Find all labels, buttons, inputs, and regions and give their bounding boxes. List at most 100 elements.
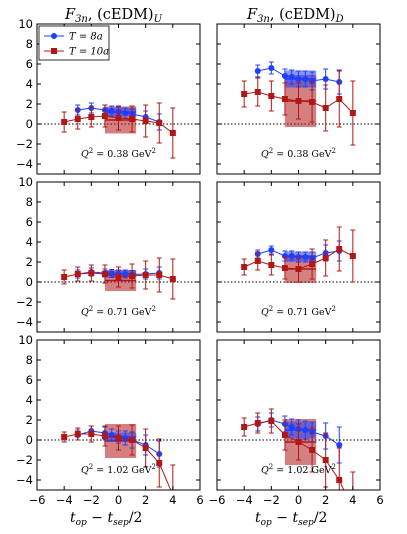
y-tick-label: 4 <box>26 235 33 249</box>
y-tick-label: 6 <box>26 215 33 229</box>
point-t10 <box>129 273 136 279</box>
point-t10 <box>88 114 95 120</box>
point-t8 <box>288 424 295 430</box>
point-t10 <box>142 445 149 451</box>
y-tick-label: 6 <box>26 373 33 387</box>
q2-annotation: Q2 = 0.38 GeV2 <box>81 147 156 160</box>
panel-2-0: −4 −2 0 2 4 6 8 10 −6 −4 −2 0 2 4 6 Q2 = 1.02 GeV2 <box>16 333 204 507</box>
y-tick-label: 8 <box>26 37 33 51</box>
point-t10 <box>169 130 176 136</box>
panel-2-1: −6 −4 −2 0 2 4 6 Q2 = 1.02 GeV2 <box>209 339 384 507</box>
legend-marker-t10 <box>51 48 57 54</box>
point-t10 <box>88 431 95 437</box>
point-t10 <box>129 116 136 122</box>
point-t10 <box>74 431 81 437</box>
point-t8 <box>302 76 309 82</box>
point-t8 <box>336 442 343 448</box>
x-tick-label: 2 <box>142 493 149 507</box>
y-tick-label: 8 <box>26 353 33 367</box>
point-t10 <box>336 246 343 252</box>
point-t10 <box>101 113 108 119</box>
point-t10 <box>268 262 275 268</box>
point-t10 <box>142 272 149 278</box>
y-tick-label: 0 <box>26 275 33 289</box>
x-tick-label: −2 <box>263 493 280 507</box>
legend-box <box>38 25 110 61</box>
point-t10 <box>309 447 316 453</box>
legend-marker-t8 <box>51 33 57 39</box>
point-t10 <box>309 99 316 105</box>
y-tick-label: 4 <box>26 77 33 91</box>
y-tick-label: 2 <box>26 413 33 427</box>
x-tick-label: −2 <box>83 493 100 507</box>
point-t10 <box>101 271 108 277</box>
x-tick-label: 0 <box>295 493 302 507</box>
point-t10 <box>295 266 302 272</box>
x-tick-label: 6 <box>376 493 383 507</box>
point-t8 <box>322 76 329 82</box>
point-t10 <box>322 255 329 261</box>
point-t8 <box>122 271 129 277</box>
legend: T = 8a T = 10a <box>38 25 110 61</box>
point-t10 <box>169 276 176 282</box>
point-t8 <box>268 247 275 253</box>
y-tick-label: 6 <box>26 57 33 71</box>
point-t8 <box>122 110 129 116</box>
point-t10 <box>156 272 163 278</box>
y-tick-label: 0 <box>26 433 33 447</box>
point-t10 <box>241 424 248 430</box>
point-t10 <box>322 457 329 463</box>
point-t10 <box>349 253 356 259</box>
x-tick-label: 6 <box>196 493 203 507</box>
y-tick-label: 2 <box>26 255 33 269</box>
x-axis-label-right: top − tsep/2 <box>255 510 327 528</box>
point-t10 <box>115 115 122 121</box>
q2-annotation: Q2 = 1.02 GeV2 <box>261 463 336 476</box>
point-t10 <box>281 96 288 102</box>
point-t10 <box>88 270 95 276</box>
y-tick-label: 10 <box>18 175 33 189</box>
point-t10 <box>142 118 149 124</box>
x-axis-label-left: top − tsep/2 <box>70 510 142 528</box>
x-tick-label: 0 <box>115 493 122 507</box>
point-t10 <box>281 432 288 438</box>
column-title-d: F3n, (cEDM)D <box>246 7 344 25</box>
legend-label-t8: T = 8a <box>69 32 103 43</box>
x-tick-label: 2 <box>322 493 329 507</box>
point-t8 <box>295 76 302 82</box>
panel-0-1: Q2 = 0.38 GeV2 <box>216 23 381 175</box>
panel-1-1: Q2 = 0.71 GeV2 <box>216 181 381 333</box>
point-t8 <box>302 254 309 260</box>
column-title-u: F3n, (cEDM)U <box>64 7 163 25</box>
q2-annotation: Q2 = 0.71 GeV2 <box>81 305 156 318</box>
point-t10 <box>241 91 248 97</box>
point-t10 <box>322 105 329 111</box>
point-t8 <box>122 435 129 441</box>
y-tick-label: −2 <box>16 295 33 309</box>
point-t10 <box>254 258 261 264</box>
point-t10 <box>156 120 163 126</box>
y-tick-label: 4 <box>26 393 33 407</box>
x-tick-label: −6 <box>209 493 226 507</box>
point-t10 <box>309 261 316 267</box>
y-tick-label: 0 <box>26 117 33 131</box>
y-tick-label: 8 <box>26 195 33 209</box>
point-t8 <box>288 74 295 80</box>
point-t10 <box>336 477 343 483</box>
point-t10 <box>295 439 302 445</box>
q2-annotation: Q2 = 1.02 GeV2 <box>81 463 156 476</box>
q2-annotation: Q2 = 0.71 GeV2 <box>261 305 336 318</box>
legend-label-t10: T = 10a <box>69 47 109 58</box>
point-t8 <box>254 68 261 74</box>
point-t8 <box>288 253 295 259</box>
point-t10 <box>268 93 275 99</box>
point-t10 <box>74 271 81 277</box>
q2-annotation: Q2 = 0.38 GeV2 <box>261 147 336 160</box>
y-tick-label: 10 <box>18 17 33 31</box>
x-tick-label: −4 <box>236 493 253 507</box>
point-t10 <box>115 435 122 441</box>
x-tick-label: 4 <box>349 493 356 507</box>
point-t10 <box>61 119 68 125</box>
point-t8 <box>302 427 309 433</box>
